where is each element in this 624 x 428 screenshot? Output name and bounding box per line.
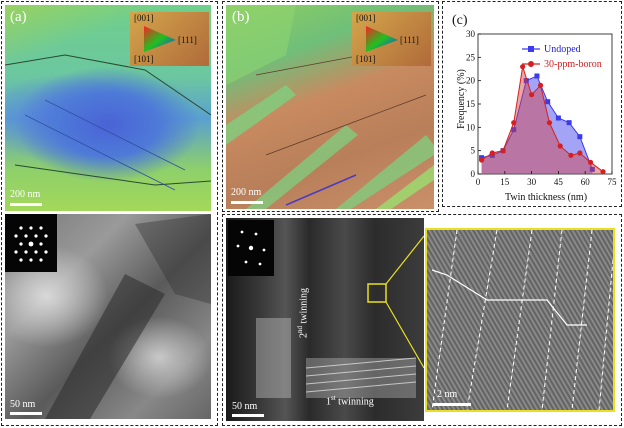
series-boron-point xyxy=(577,150,583,156)
series-boron-point xyxy=(600,169,606,175)
panel-a-label: (a) xyxy=(10,9,27,25)
second-twinning-sup: nd xyxy=(296,326,304,333)
series-boron-point xyxy=(529,92,535,98)
series-boron-point xyxy=(537,82,544,88)
panel-a-tem-scale-bar xyxy=(10,412,42,415)
ipf-label-111: [111] xyxy=(178,35,197,45)
x-tick-label: 30 xyxy=(527,177,537,187)
panel-a-ebsd-scale-bar xyxy=(10,203,42,206)
series-boron-point xyxy=(520,64,526,70)
series-boron-area xyxy=(481,66,604,174)
hrtem-scale-label: 2 nm xyxy=(437,389,458,400)
series-undoped-point xyxy=(566,120,572,126)
panel-b-ipf-key: [001] [111] [101] xyxy=(352,12,431,66)
panel-b-ebsd-scale-bar xyxy=(231,201,263,204)
x-tick-label: 60 xyxy=(581,177,591,187)
series-undoped-point xyxy=(511,127,517,133)
x-tick-label: 15 xyxy=(500,177,510,187)
hrtem-inset: 2 nm xyxy=(425,228,615,412)
series-undoped-point xyxy=(545,99,551,105)
ipf-label-111: [111] xyxy=(400,35,419,45)
y-tick-label: 5 xyxy=(471,146,476,156)
second-twinning-word: twinning xyxy=(298,287,310,326)
chart-x-axis-label: Twin thickness (nm) xyxy=(505,192,587,203)
legend-undoped-marker xyxy=(528,46,534,52)
ipf-triangle-icon xyxy=(144,26,176,52)
panel-b-tem-scale-label: 50 nm xyxy=(232,401,258,412)
series-boron-point xyxy=(511,120,517,126)
panel-b-ebsd-map: 200 nm xyxy=(226,5,434,209)
panel-b-ebsd-scale-label: 200 nm xyxy=(231,187,262,198)
ipf-label-101: [101] xyxy=(134,54,154,64)
chart-ticks: 0 15 30 45 60 75 0 5 10 15 20 25 30 xyxy=(466,29,617,187)
twin-thickness-chart: (c) 0 15 30 45 60 75 0 5 10 15 20 25 30 Twin thickne… xyxy=(452,13,617,203)
series-undoped-point xyxy=(523,78,529,84)
hrtem-twin-boundaries xyxy=(431,230,613,410)
series-undoped-point xyxy=(577,134,583,140)
panel-b-tem-scale-bar xyxy=(232,414,264,417)
panel-c-label: (c) xyxy=(452,13,468,28)
chart-y-axis-label: Frequency (%) xyxy=(456,69,467,129)
series-undoped-point xyxy=(534,73,540,79)
ipf-triangle-icon xyxy=(366,26,398,52)
series-boron-point xyxy=(587,159,594,165)
series-boron-point xyxy=(500,148,506,154)
ipf-label-101: [101] xyxy=(356,54,376,64)
first-twinning-word: twinning xyxy=(335,396,374,408)
group-a-frame xyxy=(1,1,218,426)
y-tick-label: 20 xyxy=(466,76,476,86)
panel-a-dislocation-band xyxy=(45,214,211,419)
x-tick-label: 0 xyxy=(476,177,481,187)
series-boron-point xyxy=(568,152,574,158)
ipf-label-001: [001] xyxy=(356,13,376,23)
chart-legend: Undoped 30-ppm-boron xyxy=(522,44,602,70)
chart-series xyxy=(478,64,606,175)
group-bottom-right-frame xyxy=(222,214,622,426)
panel-b-twin-lamellae xyxy=(226,5,434,209)
y-tick-label: 30 xyxy=(466,29,476,39)
y-tick-label: 15 xyxy=(466,99,476,109)
legend-boron-marker xyxy=(528,61,534,67)
legend-boron-label: 30-ppm-boron xyxy=(544,59,602,70)
x-tick-label: 45 xyxy=(554,177,564,187)
panel-a-ebsd-scale-label: 200 nm xyxy=(10,189,41,200)
series-boron-point xyxy=(546,120,553,126)
series-undoped-point xyxy=(555,115,561,121)
x-tick-label: 75 xyxy=(608,177,618,187)
panel-a-diffraction-inset xyxy=(5,214,57,272)
hrtem-scale-bar xyxy=(433,403,471,406)
panel-a-ipf-key: [001] [111] [101] xyxy=(130,12,209,66)
group-c-frame xyxy=(442,1,622,207)
series-boron-point xyxy=(557,143,563,149)
panel-a-tem-scale-label: 50 nm xyxy=(10,399,36,410)
legend-undoped-label: Undoped xyxy=(544,44,581,55)
second-twinning-label: 2nd twinning xyxy=(296,288,309,338)
second-twinning-number: 2 xyxy=(298,333,310,338)
y-tick-label: 10 xyxy=(466,122,476,132)
panel-b-label: (b) xyxy=(232,9,250,25)
panel-a-ebsd-map: 200 nm xyxy=(5,5,211,211)
diffraction-pattern-icon xyxy=(236,230,266,266)
first-twinning-sup: st xyxy=(331,394,336,402)
hrtem-region-box xyxy=(367,283,387,303)
diffraction-pattern-icon xyxy=(14,226,48,262)
panel-b-tem-image: 2nd twinning 1st twinning 50 nm xyxy=(226,218,424,421)
panel-b-diffraction-inset xyxy=(228,220,274,276)
series-boron-point xyxy=(489,150,495,156)
group-b-frame xyxy=(222,1,439,212)
series-boron-point xyxy=(478,157,485,163)
panel-a-tem-image: 50 nm xyxy=(5,214,211,419)
ipf-label-001: [001] xyxy=(134,13,154,23)
first-twinning-label: 1st twinning xyxy=(326,394,374,407)
y-tick-label: 25 xyxy=(466,52,476,62)
series-undoped-point xyxy=(589,166,595,172)
panel-b-twin-features xyxy=(256,235,424,398)
first-twinning-number: 1 xyxy=(326,396,331,408)
y-tick-label: 0 xyxy=(471,169,476,179)
panel-a-boundaries xyxy=(5,54,211,191)
